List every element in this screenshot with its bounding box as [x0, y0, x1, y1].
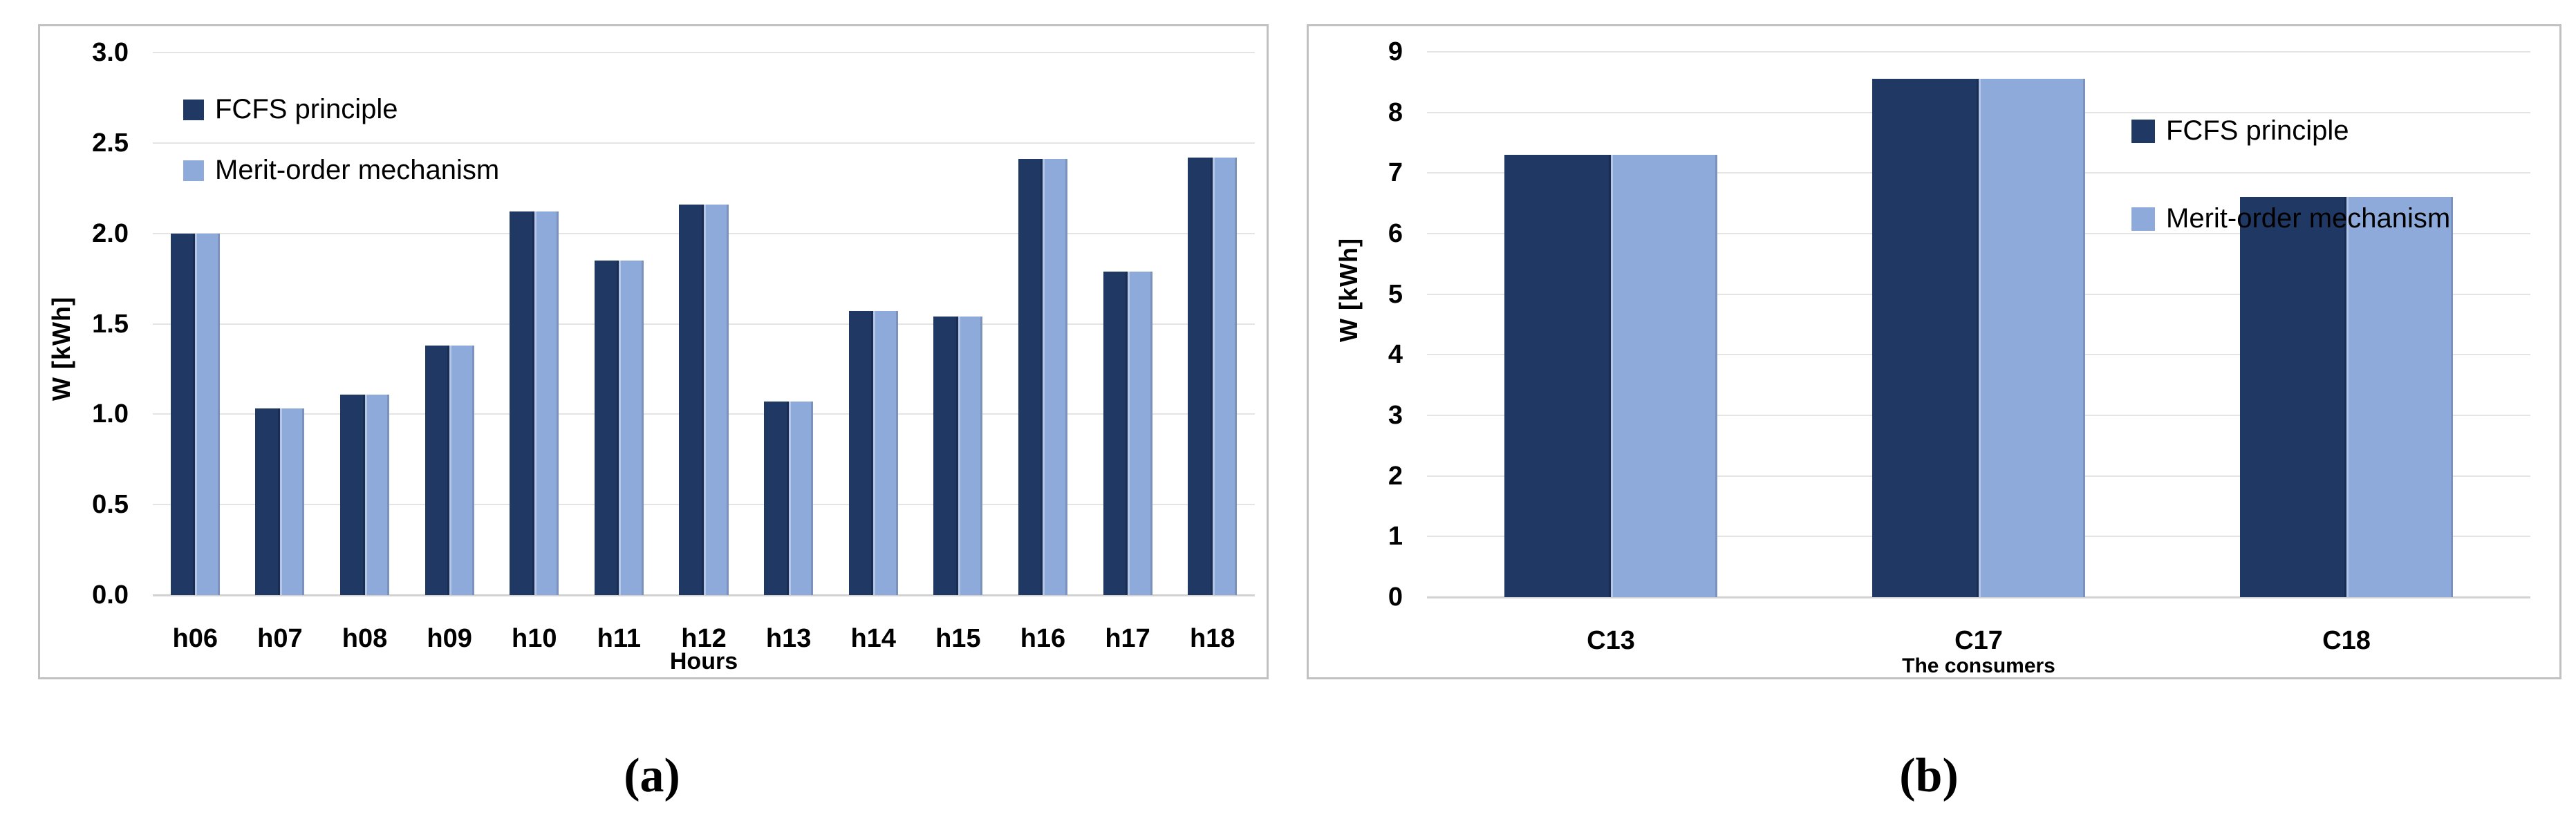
- y-gridline: [1427, 51, 2530, 53]
- bar-merit-h09: [449, 345, 474, 595]
- legend-swatch-merit: [183, 160, 204, 181]
- chart-panel-a: 0.0 0.5 1.0 1.5 2.0 2.5 3.0 h06 h07 h08 h09 h10 h11 h…: [38, 24, 1269, 679]
- bar-merit-h16: [1043, 159, 1067, 595]
- bar-merit-h17: [1128, 271, 1152, 595]
- legend-label: FCFS principle: [2166, 115, 2349, 146]
- legend-label: Merit-order mechanism: [215, 155, 500, 185]
- x-tick-label: h08: [342, 624, 388, 653]
- y-axis-title: W [kWh]: [1334, 238, 1363, 343]
- x-tick-label: h06: [172, 624, 218, 653]
- x-tick-label: C18: [2322, 626, 2371, 655]
- y-tick-label: 0.0: [92, 581, 129, 610]
- legend-label: FCFS principle: [215, 94, 398, 124]
- x-tick-label: h12: [681, 624, 727, 653]
- legend-swatch-merit: [2131, 207, 2155, 231]
- legend-item-fcfs: FCFS principle: [2131, 115, 2349, 147]
- y-tick-label: 4: [1388, 340, 1403, 370]
- x-tick-label: h11: [597, 624, 642, 653]
- chart-panel-b: 0 1 2 3 4 5 6 7 8 9 C13 C17 C18 The consumers W [kWh] F…: [1307, 24, 2561, 679]
- y-tick-label: 2.5: [92, 128, 129, 158]
- bar-merit-h08: [364, 394, 390, 595]
- y-tick-label: 1.5: [92, 309, 129, 339]
- bar-fcfs-h17: [1103, 271, 1128, 595]
- bar-merit-h07: [279, 408, 305, 595]
- y-tick-label: 3.0: [92, 38, 129, 67]
- x-tick-label: h16: [1020, 624, 1066, 653]
- y-gridline: [153, 142, 1255, 144]
- x-axis-line: [153, 594, 1255, 596]
- bar-fcfs-h08: [339, 394, 365, 595]
- legend-swatch-fcfs: [2131, 119, 2155, 143]
- bar-fcfs-h16: [1018, 159, 1043, 595]
- caption-a: (a): [624, 749, 680, 802]
- bar-fcfs-C18: [2239, 197, 2346, 597]
- bar-fcfs-h13: [764, 402, 789, 595]
- x-tick-label: h18: [1189, 624, 1235, 653]
- y-tick-label: 9: [1388, 37, 1403, 66]
- x-tick-label: C17: [1954, 626, 2003, 655]
- y-tick-label: 2: [1388, 461, 1403, 491]
- x-tick-label: h14: [850, 624, 896, 653]
- bar-merit-h14: [873, 311, 898, 595]
- bar-fcfs-h18: [1188, 157, 1213, 595]
- bar-fcfs-C17: [1872, 79, 1979, 597]
- bar-merit-C17: [1979, 79, 2086, 597]
- bar-merit-C13: [1611, 155, 1718, 597]
- bar-fcfs-h12: [679, 204, 704, 595]
- bar-merit-h15: [958, 317, 983, 595]
- y-tick-label: 1.0: [92, 399, 129, 429]
- bar-merit-h13: [788, 402, 814, 595]
- bar-fcfs-h09: [424, 345, 450, 595]
- y-gridline: [153, 52, 1255, 53]
- x-axis-line: [1427, 596, 2530, 598]
- y-tick-label: 0: [1388, 583, 1403, 612]
- x-tick-label: C13: [1587, 626, 1635, 655]
- y-tick-label: 0.5: [92, 490, 129, 520]
- y-tick-label: 2.0: [92, 218, 129, 248]
- x-tick-label: h13: [765, 624, 812, 653]
- x-tick-label: h09: [427, 624, 472, 653]
- y-tick-label: 5: [1388, 279, 1403, 309]
- x-axis-title: Hours: [669, 648, 738, 675]
- legend-swatch-fcfs: [183, 99, 204, 120]
- bar-merit-h06: [195, 233, 220, 595]
- bar-fcfs-h11: [594, 260, 619, 595]
- legend-item-merit: Merit-order mechanism: [183, 155, 499, 186]
- y-tick-label: 7: [1388, 158, 1403, 188]
- bar-fcfs-h14: [848, 311, 874, 595]
- bar-fcfs-h06: [170, 233, 196, 595]
- bar-merit-C18: [2346, 197, 2454, 597]
- y-tick-label: 1: [1388, 522, 1403, 551]
- bar-fcfs-h15: [933, 317, 958, 595]
- bar-merit-h12: [704, 204, 729, 595]
- bar-merit-h11: [619, 260, 644, 595]
- y-axis-title: W [kWh]: [47, 296, 75, 402]
- legend-item-merit: Merit-order mechanism: [2131, 203, 2450, 234]
- x-tick-label: h15: [935, 624, 981, 653]
- legend-label: Merit-order mechanism: [2166, 203, 2451, 234]
- y-tick-label: 6: [1388, 219, 1403, 248]
- bar-fcfs-h07: [255, 408, 280, 595]
- bar-merit-h18: [1212, 157, 1238, 595]
- x-axis-title: The consumers: [1902, 654, 2055, 677]
- bar-fcfs-C13: [1504, 155, 1611, 597]
- bar-fcfs-h10: [510, 211, 534, 595]
- y-tick-label: 8: [1388, 97, 1403, 127]
- x-tick-label: h17: [1105, 624, 1150, 653]
- y-tick-label: 3: [1388, 401, 1403, 430]
- bar-merit-h10: [534, 211, 559, 595]
- legend-item-fcfs: FCFS principle: [183, 94, 398, 125]
- caption-b: (b): [1899, 749, 1959, 802]
- x-tick-label: h10: [512, 624, 557, 653]
- x-tick-label: h07: [257, 624, 303, 653]
